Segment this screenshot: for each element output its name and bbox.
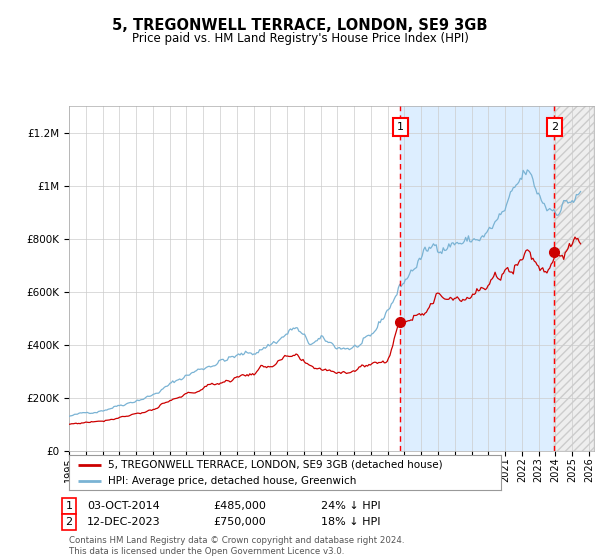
Text: Contains HM Land Registry data © Crown copyright and database right 2024.
This d: Contains HM Land Registry data © Crown c… [69, 536, 404, 556]
Text: 1: 1 [397, 122, 404, 132]
Text: 03-OCT-2014: 03-OCT-2014 [87, 501, 160, 511]
Bar [400, 106, 554, 451]
Text: 18% ↓ HPI: 18% ↓ HPI [321, 517, 380, 527]
Text: 12-DEC-2023: 12-DEC-2023 [87, 517, 161, 527]
Text: 2: 2 [551, 122, 558, 132]
Text: £750,000: £750,000 [213, 517, 266, 527]
Text: £485,000: £485,000 [213, 501, 266, 511]
Text: 5, TREGONWELL TERRACE, LONDON, SE9 3GB: 5, TREGONWELL TERRACE, LONDON, SE9 3GB [112, 18, 488, 33]
Bar [554, 106, 594, 451]
Text: HPI: Average price, detached house, Greenwich: HPI: Average price, detached house, Gree… [108, 476, 356, 486]
Text: 1: 1 [65, 501, 73, 511]
Text: 24% ↓ HPI: 24% ↓ HPI [321, 501, 380, 511]
Text: Price paid vs. HM Land Registry's House Price Index (HPI): Price paid vs. HM Land Registry's House … [131, 32, 469, 45]
Text: 5, TREGONWELL TERRACE, LONDON, SE9 3GB (detached house): 5, TREGONWELL TERRACE, LONDON, SE9 3GB (… [108, 460, 443, 470]
Text: 2: 2 [65, 517, 73, 527]
Bar [554, 106, 594, 451]
